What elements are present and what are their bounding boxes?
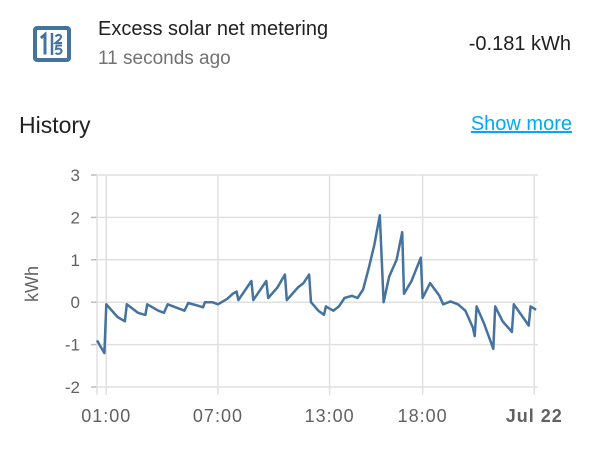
y-tick-label: -2 <box>65 378 80 397</box>
y-tick-label: -1 <box>65 336 80 355</box>
y-tick-label: 3 <box>71 166 80 185</box>
x-tick-label: Jul 22 <box>506 406 563 426</box>
x-tick-label: 18:00 <box>398 406 448 426</box>
x-tick-label: 01:00 <box>81 406 131 426</box>
x-tick-label: 13:00 <box>305 406 355 426</box>
y-tick-label: 1 <box>71 251 80 270</box>
y-tick-label: 0 <box>71 293 80 312</box>
show-more-link[interactable]: Show more <box>470 113 572 135</box>
history-title: History <box>19 112 91 138</box>
y-axis-label: kWh <box>22 266 42 302</box>
solar-meter-icon <box>33 26 71 62</box>
y-tick-label: 2 <box>71 208 80 227</box>
x-tick-label: 07:00 <box>193 406 243 426</box>
last-updated-text: 11 seconds ago <box>98 48 231 69</box>
series-line[interactable] <box>95 214 537 355</box>
entity-state-value: -0.181 kWh <box>468 33 571 55</box>
entity-name: Excess solar net metering <box>98 18 329 40</box>
entity-row[interactable]: Excess solar net metering 11 seconds ago… <box>0 0 611 90</box>
